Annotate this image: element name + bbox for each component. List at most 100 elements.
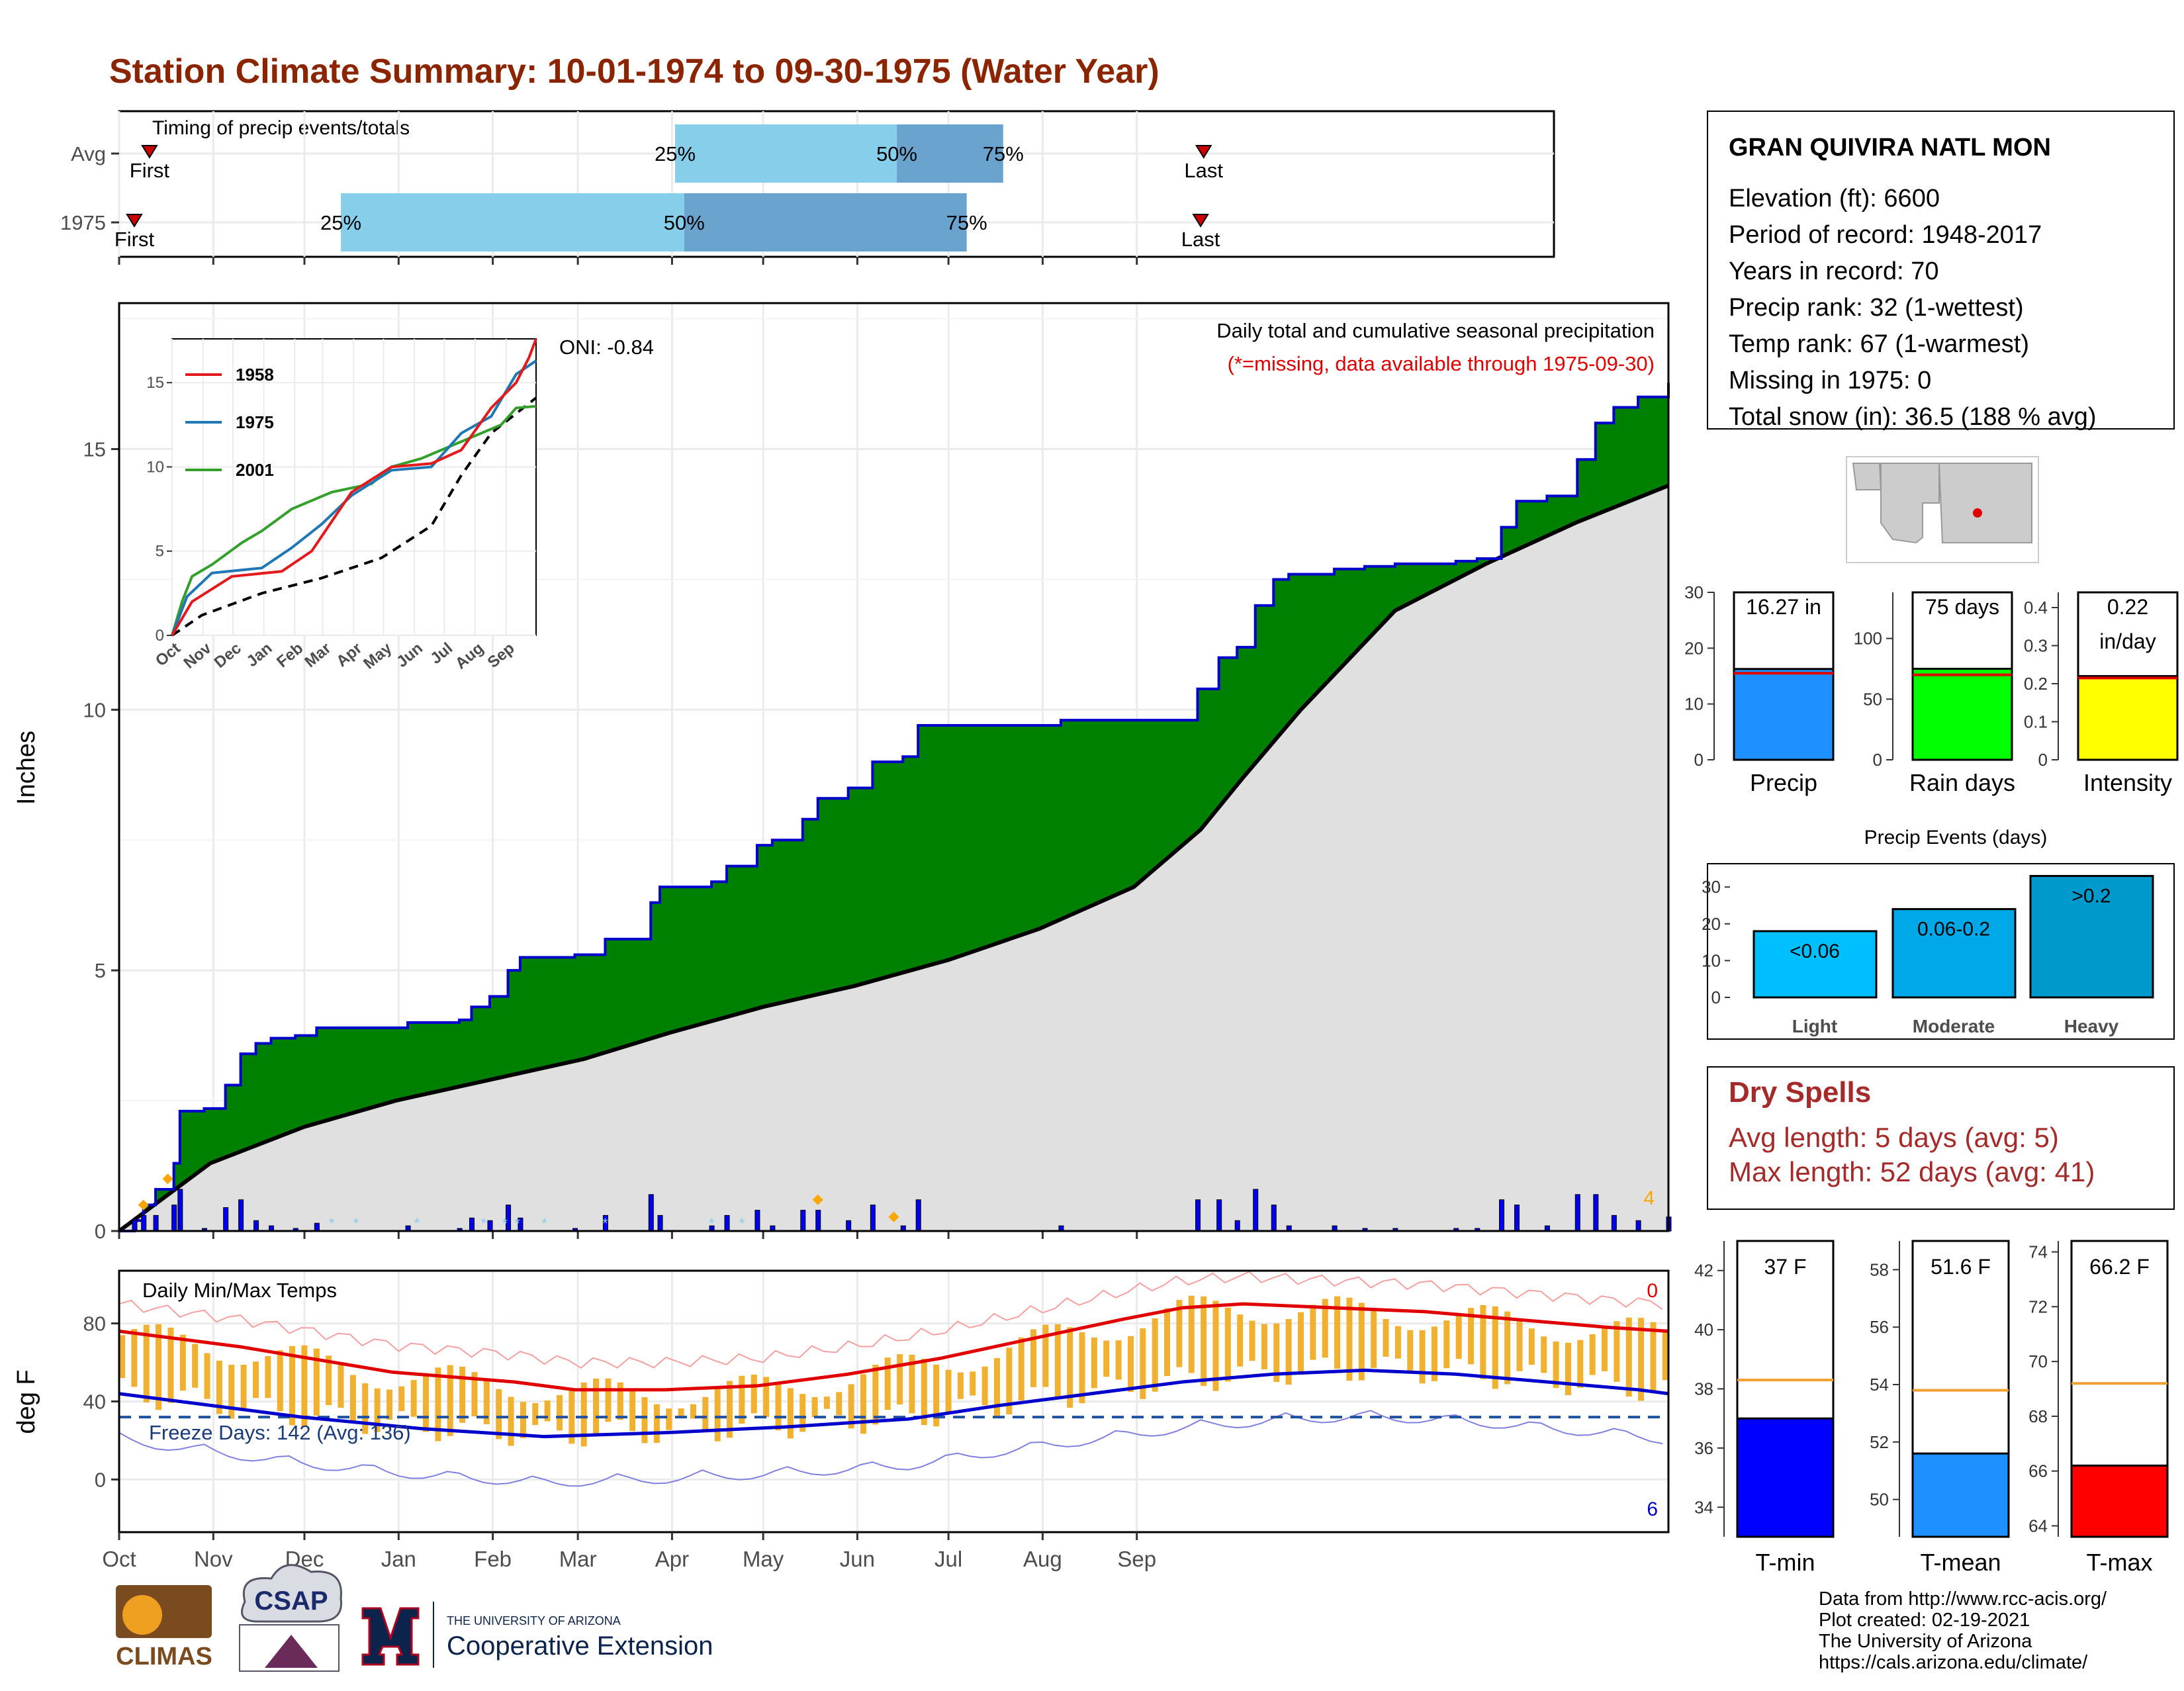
inset-y-tick-label: 0 xyxy=(156,627,164,645)
station-info-box: GRAN QUIVIRA NATL MON Elevation (ft): 66… xyxy=(1707,111,2175,431)
precip-panel: * * * * * * * * * * 0 5 10 15 Daily total and cumula… xyxy=(13,302,1672,1243)
record-high-envelope xyxy=(118,1271,1663,1369)
daily-temp-bar xyxy=(313,1348,320,1416)
daily-temp-bar xyxy=(945,1369,952,1414)
snow-day-marker: * xyxy=(481,1215,487,1232)
tmin-summary-tick-label: 36 xyxy=(1694,1438,1713,1458)
daily-temp-bar xyxy=(1662,1329,1668,1381)
daily-precip-bar xyxy=(1271,1205,1277,1232)
inset-y-tick-label: 5 xyxy=(156,543,164,561)
daily-temp-bar xyxy=(459,1367,466,1423)
dry-spells-frame xyxy=(1707,1066,2175,1210)
daily-temp-bar xyxy=(1054,1324,1061,1398)
daily-temp-bar xyxy=(423,1373,430,1432)
daily-temp-bar xyxy=(1383,1318,1389,1357)
month-tick-label: May xyxy=(743,1547,784,1571)
precip-y-tick-label: 5 xyxy=(95,959,106,982)
daily-temp-bar xyxy=(1261,1324,1267,1370)
daily-temp-bar xyxy=(216,1360,222,1414)
tmin-summary-label: T-min xyxy=(1756,1549,1815,1576)
daily-temp-bar xyxy=(1589,1334,1596,1375)
daily-temp-bar xyxy=(629,1389,636,1432)
temp-y-tick-label: 0 xyxy=(95,1468,106,1491)
daily-temp-bar xyxy=(1334,1296,1341,1369)
precip-summary-tick-label: 20 xyxy=(1684,638,1704,658)
daily-temp-bar xyxy=(1407,1330,1414,1373)
daily-temp-bar xyxy=(252,1361,259,1398)
daily-temp-bar xyxy=(398,1386,405,1412)
daily-temp-bar xyxy=(872,1365,879,1425)
tmin-summary-tick-label: 42 xyxy=(1694,1261,1713,1281)
footer-line: https://cals.arizona.edu/climate/ xyxy=(1819,1652,2088,1673)
csap-cloud xyxy=(241,1564,343,1623)
precip-events-chart: Precip Events (days) 0 10 20 30 <0.06 Light 0.… xyxy=(1702,827,2175,1040)
temperature-label: Daily Min/Max Temps xyxy=(142,1279,337,1302)
daily-temp-bar xyxy=(349,1375,356,1422)
station-detail-lines: Elevation (ft): 6600 Period of record: 19… xyxy=(1729,185,2097,431)
rain-days-summary: 0 50 100 75 days Rain days xyxy=(1854,591,2015,796)
daily-temp-bar xyxy=(556,1394,563,1431)
daily-temp-bar xyxy=(897,1354,903,1405)
page-title: Station Climate Summary: 10-01-1974 to 0… xyxy=(109,52,1160,91)
daily-temp-bar xyxy=(1237,1314,1244,1367)
daily-temp-bar xyxy=(1030,1329,1037,1387)
tmax-summary-fill xyxy=(2070,1464,2169,1538)
average-precip-area xyxy=(119,485,1668,1232)
daily-temp-bar xyxy=(374,1388,381,1432)
snow-marker xyxy=(138,1199,149,1211)
snow-day-marker: * xyxy=(502,1215,508,1232)
precip-summary-value: 16.27 in xyxy=(1746,595,1821,619)
tmax-summary-tick-label: 74 xyxy=(2028,1242,2048,1262)
events-tick-label: 20 xyxy=(1702,914,1721,934)
daily-temp-bar xyxy=(1140,1328,1146,1399)
intensity-summary-fill xyxy=(2077,675,2179,761)
daily-temp-bar xyxy=(508,1396,514,1446)
tmin-summary-value: 37 F xyxy=(1764,1255,1806,1279)
intensity-summary-value: in/day xyxy=(2099,629,2156,653)
timing-last-label: Last xyxy=(1181,228,1220,251)
daily-precip-bar xyxy=(1574,1194,1580,1232)
daily-temp-bar xyxy=(1212,1301,1219,1391)
daily-temp-bar xyxy=(1115,1340,1122,1380)
precip-annotation-missing: (*=missing, data available through 1975-… xyxy=(1228,352,1655,375)
daily-temp-bar xyxy=(1285,1319,1292,1385)
station-detail-line: Temp rank: 67 (1-warmest) xyxy=(1729,330,2029,358)
dry-spells-max: Max length: 52 days (avg: 41) xyxy=(1729,1156,2095,1187)
month-tick-label: Nov xyxy=(194,1547,233,1571)
daily-temp-bar xyxy=(678,1408,684,1418)
events-category-label: Moderate xyxy=(1913,1016,1995,1036)
daily-temp-bar xyxy=(496,1389,502,1440)
daily-precip-bar xyxy=(469,1217,475,1232)
intensity-summary-tick-label: 0.2 xyxy=(2024,674,2048,694)
station-detail-line: Elevation (ft): 6600 xyxy=(1729,185,1940,212)
daily-temp-bar xyxy=(1516,1319,1523,1371)
precip-summary-tick-label: 10 xyxy=(1684,694,1704,714)
precip-summary: 0 10 20 30 16.27 in Precip xyxy=(1684,582,1835,796)
footer-credits: Data from http://www.rcc-acis.org/Plot c… xyxy=(1819,1588,2107,1673)
freeze-days-label: Freeze Days: 142 (Avg: 136) xyxy=(149,1421,411,1444)
daily-temp-bar xyxy=(1577,1340,1584,1388)
events-bar xyxy=(2029,875,2154,999)
intensity-summary-tick-label: 0.4 xyxy=(2024,598,2048,617)
legend-2001: 2001 xyxy=(236,460,274,480)
intensity-summary-label: Intensity xyxy=(2083,769,2172,796)
month-tick-label: Mar xyxy=(559,1547,597,1571)
daily-temp-bar xyxy=(1455,1313,1462,1359)
daily-precip-bar xyxy=(487,1220,493,1232)
daily-temp-bar xyxy=(167,1327,174,1403)
daily-precip-bar xyxy=(253,1220,259,1232)
daily-precip-bar xyxy=(1514,1205,1520,1232)
timing-pct-label: 25% xyxy=(655,142,696,165)
intensity-summary-value: 0.22 xyxy=(2107,595,2148,619)
daily-temp-bar xyxy=(386,1389,392,1420)
events-tick-label: 10 xyxy=(1702,950,1721,970)
daily-temp-bar xyxy=(1091,1337,1097,1389)
inset-y-tick-label: 10 xyxy=(146,458,164,476)
station-detail-line: Years in record: 70 xyxy=(1729,257,1939,285)
inset-2001-line xyxy=(171,404,537,636)
tmean-summary-tick-label: 54 xyxy=(1870,1375,1889,1394)
daily-temp-bar xyxy=(1273,1323,1280,1383)
average-precip-line xyxy=(118,483,1670,1233)
ua-a-mark xyxy=(361,1607,420,1666)
